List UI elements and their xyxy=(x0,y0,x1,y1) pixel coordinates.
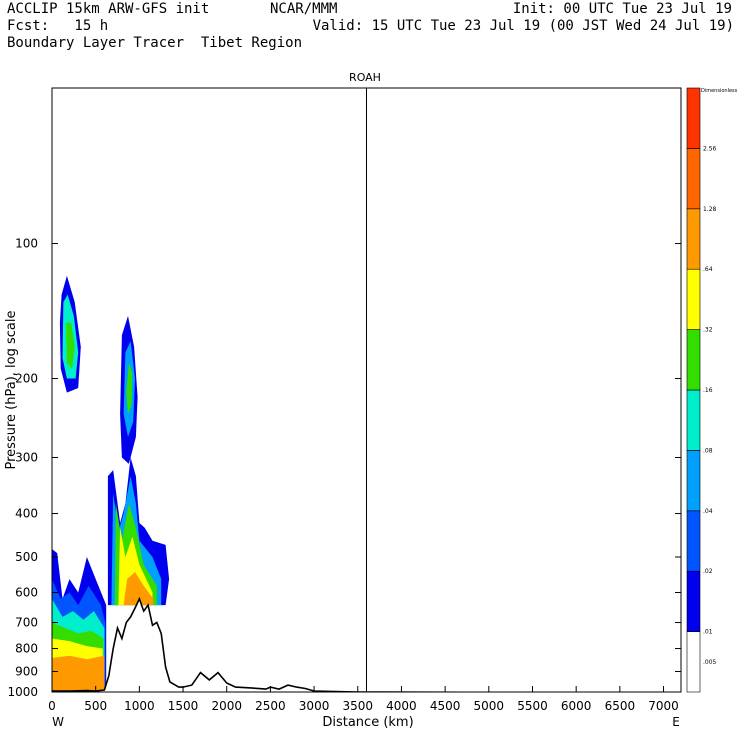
colorbar-label: .08 xyxy=(703,447,713,454)
colorbar-swatch xyxy=(686,631,701,693)
header-line3: Boundary Layer Tracer Tibet Region xyxy=(7,35,303,51)
tracer-contours xyxy=(52,275,170,691)
x-tick-label: 3500 xyxy=(342,699,373,713)
colorbar-swatch xyxy=(686,510,701,572)
colorbar-swatch xyxy=(686,208,701,270)
header-line2-left: Fcst: 15 h xyxy=(7,18,109,34)
tracer-region xyxy=(52,655,105,691)
tracer-region xyxy=(66,322,75,369)
chart-title: ROAH xyxy=(349,71,381,84)
x-tick-label: 5000 xyxy=(474,699,505,713)
colorbar-swatch xyxy=(686,268,701,330)
tracer-region xyxy=(126,363,133,414)
x-tick-label: 1000 xyxy=(124,699,155,713)
colorbar-label: 2.56 xyxy=(703,145,717,152)
tracer-region xyxy=(123,572,154,606)
colorbar-swatch xyxy=(686,329,701,391)
header-line1-left: ACCLIP 15km ARW-GFS init xyxy=(7,1,210,17)
x-tick-label: 4000 xyxy=(386,699,417,713)
x-tick-label: 4500 xyxy=(430,699,461,713)
colorbar-label: .01 xyxy=(703,629,713,636)
colorbar-label: .04 xyxy=(703,508,713,515)
colorbar: .005 .01 .02 .04 .08 .16 .32 .64 1.28 2.56 Dimensi… xyxy=(686,87,738,693)
y-tick-label: 100 xyxy=(15,237,38,251)
x-tick-label: 2000 xyxy=(211,699,242,713)
plot-axes: 0 500 1000 1500 2000 2500 3000 3500 4000 4500 5000… xyxy=(7,87,682,713)
y-tick-label: 900 xyxy=(15,664,38,678)
header-line1-center: NCAR/MMM xyxy=(270,1,338,17)
x-tick-label: 3000 xyxy=(299,699,330,713)
y-tick-label: 300 xyxy=(15,451,38,465)
colorbar-swatch xyxy=(686,87,701,149)
x-tick-label: 500 xyxy=(84,699,107,713)
colorbar-label: .16 xyxy=(703,387,713,394)
x-tick-label: 1500 xyxy=(168,699,199,713)
y-tick-label: 200 xyxy=(15,372,38,386)
colorbar-label: .32 xyxy=(703,327,713,334)
colorbar-swatch xyxy=(686,389,701,451)
x-tick-label: 7000 xyxy=(648,699,679,713)
y-tick-label: 1000 xyxy=(7,685,38,699)
colorbar-label: 1.28 xyxy=(703,206,717,213)
colorbar-swatch xyxy=(686,570,701,632)
colorbar-label: .005 xyxy=(703,659,717,666)
x-tick-label: 6500 xyxy=(605,699,636,713)
colorbar-label: .02 xyxy=(703,568,713,575)
terrain-mask xyxy=(52,598,681,692)
colorbar-swatch xyxy=(686,148,701,210)
y-tick-label: 600 xyxy=(15,586,38,600)
x-axis-end-label: E xyxy=(672,715,680,729)
colorbar-swatch xyxy=(686,450,701,512)
x-axis-label: Distance (km) xyxy=(322,715,413,730)
colorbar-title: Dimensionless xyxy=(701,88,738,94)
terrain-profile xyxy=(52,596,681,692)
y-tick-label: 400 xyxy=(15,507,38,521)
x-tick-label: 6000 xyxy=(561,699,592,713)
x-axis-start-label: W xyxy=(52,715,64,729)
x-tick-label: 2500 xyxy=(255,699,286,713)
colorbar-label: .64 xyxy=(703,266,713,273)
y-tick-label: 800 xyxy=(15,642,38,656)
y-tick-label: 700 xyxy=(15,616,38,630)
terrain-line xyxy=(52,596,617,692)
y-axis-label: Pressure (hPa), log scale xyxy=(4,311,19,470)
x-tick-label: 5500 xyxy=(517,699,548,713)
header-line2-right: Valid: 15 UTC Tue 23 Jul 19 (00 JST Wed … xyxy=(312,18,734,34)
x-tick-label: 0 xyxy=(48,699,56,713)
header-line1-right: Init: 00 UTC Tue 23 Jul 19 xyxy=(512,1,732,17)
y-tick-label: 500 xyxy=(15,550,38,564)
